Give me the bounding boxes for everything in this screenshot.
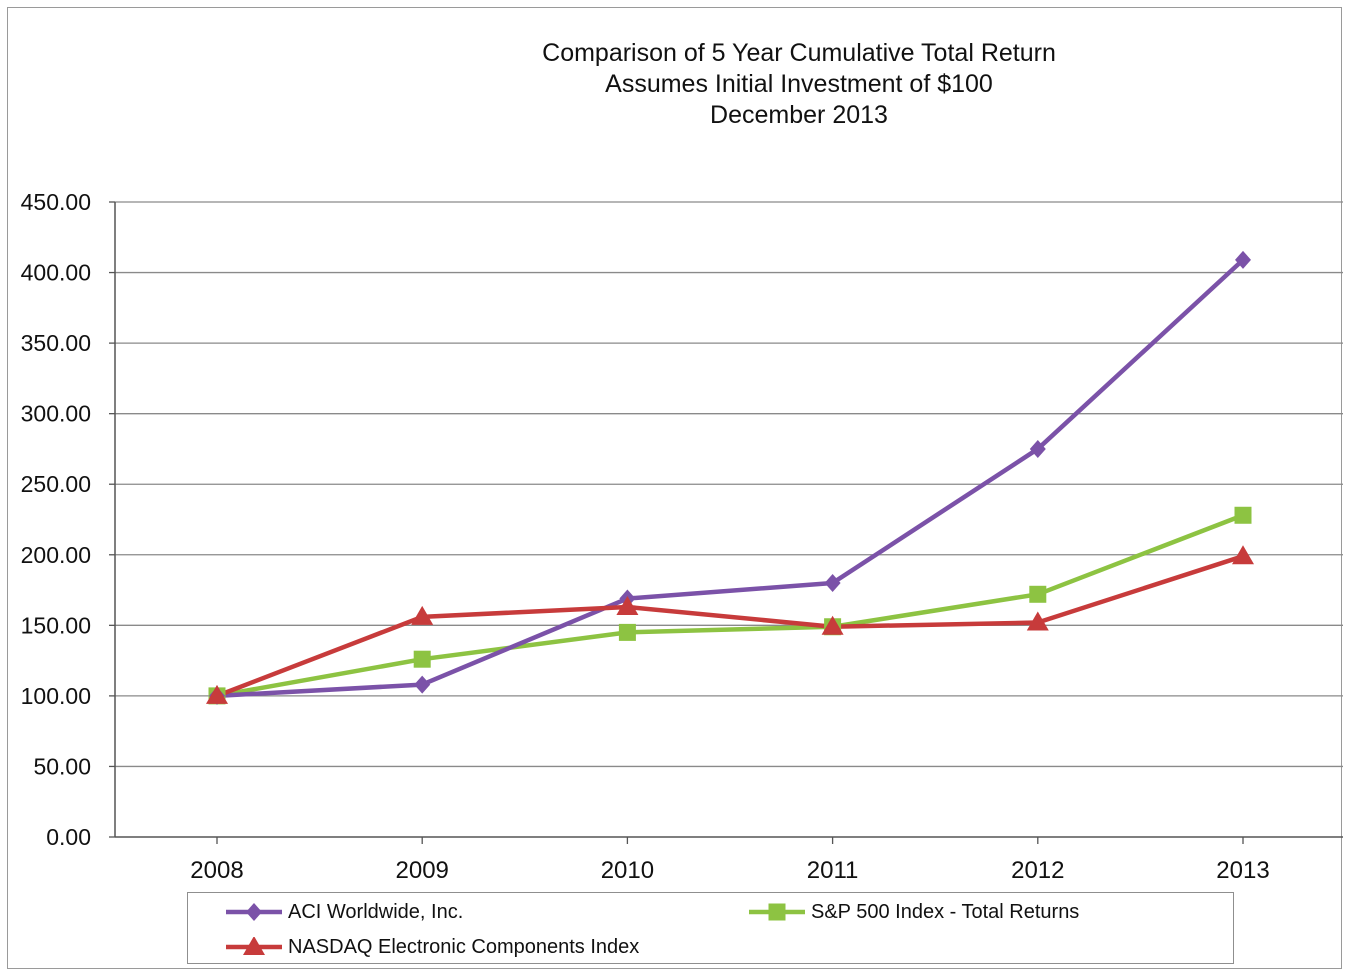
- y-tick-label: 150.00: [21, 612, 91, 638]
- chart-title-line-2: Assumes Initial Investment of $100: [605, 70, 993, 98]
- data-point-aci: [824, 574, 841, 592]
- y-tick-label: 450.00: [21, 189, 91, 215]
- chart-title-line-3: December 2013: [710, 101, 888, 129]
- data-point-nasdaq: [1232, 545, 1254, 565]
- chart-title-line-1: Comparison of 5 Year Cumulative Total Re…: [542, 39, 1056, 67]
- series-line-nasdaq: [216, 554, 1244, 698]
- data-point-aci: [414, 675, 431, 694]
- legend-label-nasdaq: NASDAQ Electronic Components Index: [288, 935, 640, 958]
- data-point-nasdaq: [1026, 611, 1049, 631]
- y-tick-label: 0.00: [46, 824, 91, 850]
- legend-marker-sp500: [768, 903, 786, 921]
- y-tick-label: 400.00: [21, 260, 91, 286]
- data-point-aci: [1029, 439, 1046, 458]
- legend-item-nasdaq: NASDAQ Electronic Components Index: [224, 932, 639, 962]
- x-tick-label: 2010: [601, 857, 654, 884]
- x-tick-label: 2013: [1216, 857, 1269, 884]
- data-point-sp500: [1029, 585, 1047, 603]
- legend-item-aci: ACI Worldwide, Inc.: [224, 897, 463, 927]
- data-point-nasdaq: [821, 615, 844, 635]
- legend-swatch-nasdaq: [226, 937, 282, 955]
- y-tick-label: 50.00: [33, 753, 91, 779]
- y-tick-label: 250.00: [21, 471, 91, 497]
- legend-swatch-aci: [226, 903, 282, 921]
- y-tick-label: 100.00: [21, 683, 91, 709]
- legend-label-aci: ACI Worldwide, Inc.: [288, 900, 464, 923]
- x-tick-label: 2011: [807, 857, 859, 884]
- x-tick-label: 2012: [1011, 857, 1064, 884]
- series-line-aci: [216, 258, 1245, 699]
- y-tick-label: 200.00: [21, 542, 91, 568]
- y-tick-label: 300.00: [21, 401, 91, 427]
- legend-label-sp500: S&P 500 Index - Total Returns: [811, 900, 1080, 923]
- legend-marker-aci: [246, 903, 262, 921]
- data-point-sp500: [413, 650, 431, 668]
- y-tick-label: 350.00: [21, 330, 91, 356]
- chart-legend: ACI Worldwide, Inc. S&P 500 Index - Tota…: [187, 892, 1234, 964]
- chart-frame: [7, 7, 1342, 969]
- data-point-sp500: [1234, 506, 1252, 524]
- data-point-nasdaq: [616, 595, 639, 615]
- legend-swatch-sp500: [749, 903, 805, 921]
- x-tick-label: 2009: [396, 857, 449, 884]
- legend-marker-nasdaq: [243, 937, 265, 955]
- legend-item-sp500: S&P 500 Index - Total Returns: [747, 897, 1079, 927]
- data-point-nasdaq: [206, 684, 228, 704]
- series-line-sp500: [216, 513, 1244, 699]
- data-point-aci: [1235, 250, 1251, 269]
- x-tick-label: 2008: [190, 857, 243, 884]
- data-point-nasdaq: [411, 605, 434, 625]
- data-point-sp500: [618, 623, 636, 641]
